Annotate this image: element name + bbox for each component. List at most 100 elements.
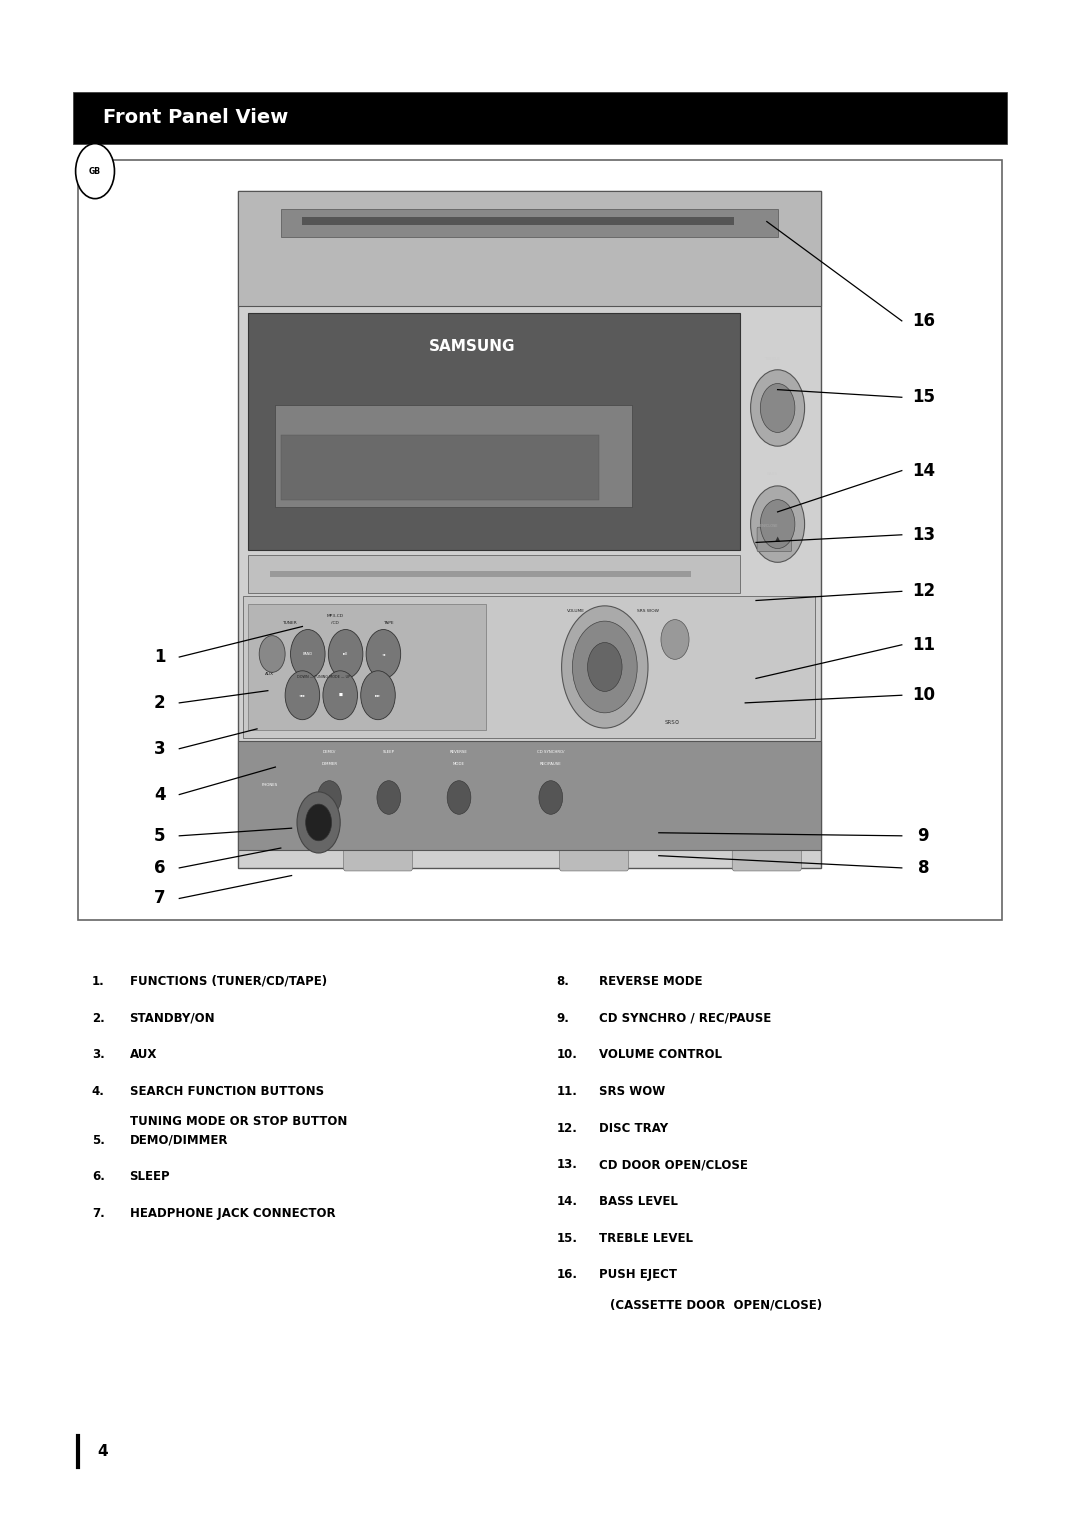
Text: 6: 6: [154, 859, 165, 877]
Text: 3: 3: [154, 740, 165, 758]
Circle shape: [377, 781, 401, 814]
Text: MODE: MODE: [453, 762, 465, 767]
Text: SLEEP: SLEEP: [382, 750, 395, 755]
Text: TREBLE: TREBLE: [765, 358, 780, 361]
Text: 10: 10: [912, 686, 935, 704]
Text: 5: 5: [154, 827, 165, 845]
FancyBboxPatch shape: [270, 571, 691, 578]
FancyBboxPatch shape: [248, 555, 740, 593]
Text: BASS LEVEL: BASS LEVEL: [599, 1195, 678, 1209]
Text: SRS WOW: SRS WOW: [599, 1085, 665, 1099]
Circle shape: [661, 620, 689, 660]
Text: ◄: ◄: [382, 652, 384, 656]
Text: BASS: BASS: [767, 472, 778, 475]
Text: DEMO/DIMMER: DEMO/DIMMER: [130, 1134, 228, 1148]
Text: DISC TRAY: DISC TRAY: [599, 1122, 669, 1135]
Text: REVERSE: REVERSE: [450, 750, 468, 755]
Text: 13.: 13.: [556, 1158, 577, 1172]
Text: 15.: 15.: [556, 1232, 577, 1245]
Text: 15: 15: [912, 388, 935, 406]
Circle shape: [562, 607, 648, 729]
Circle shape: [285, 671, 320, 720]
Text: 11: 11: [912, 636, 935, 654]
FancyBboxPatch shape: [248, 313, 740, 550]
Text: MP3-CD: MP3-CD: [326, 614, 343, 617]
Text: Front Panel View: Front Panel View: [103, 108, 288, 127]
Text: DOWN — TUNING MODE — UP: DOWN — TUNING MODE — UP: [297, 675, 350, 678]
Text: 12.: 12.: [556, 1122, 577, 1135]
FancyBboxPatch shape: [343, 847, 413, 871]
Text: ◄◄: ◄◄: [299, 694, 306, 697]
Text: (CASSETTE DOOR  OPEN/CLOSE): (CASSETTE DOOR OPEN/CLOSE): [610, 1299, 822, 1313]
Text: ▲: ▲: [775, 536, 780, 542]
Text: 14: 14: [912, 461, 935, 480]
Text: OPEN/CLOSE: OPEN/CLOSE: [756, 524, 778, 527]
Circle shape: [447, 781, 471, 814]
Text: 4: 4: [97, 1444, 108, 1459]
Text: CD SYNCHRO / REC/PAUSE: CD SYNCHRO / REC/PAUSE: [599, 1012, 771, 1025]
Text: 10.: 10.: [556, 1048, 577, 1062]
Text: REVERSE MODE: REVERSE MODE: [599, 975, 703, 989]
Text: VOLUME CONTROL: VOLUME CONTROL: [599, 1048, 723, 1062]
Text: TUNING MODE OR STOP BUTTON: TUNING MODE OR STOP BUTTON: [130, 1115, 347, 1129]
Text: FUNCTIONS (TUNER/CD/TAPE): FUNCTIONS (TUNER/CD/TAPE): [130, 975, 327, 989]
Text: TREBLE LEVEL: TREBLE LEVEL: [599, 1232, 693, 1245]
Circle shape: [751, 370, 805, 446]
Text: 7.: 7.: [92, 1207, 105, 1221]
FancyBboxPatch shape: [238, 741, 821, 850]
Text: 14.: 14.: [556, 1195, 577, 1209]
FancyBboxPatch shape: [275, 405, 632, 507]
Text: TAPE: TAPE: [383, 622, 394, 625]
Circle shape: [259, 636, 285, 672]
Text: 8.: 8.: [556, 975, 569, 989]
Text: 13: 13: [912, 526, 935, 544]
Circle shape: [361, 671, 395, 720]
Text: /CD: /CD: [330, 622, 339, 625]
Circle shape: [751, 486, 805, 562]
Circle shape: [760, 500, 795, 549]
Text: 7: 7: [154, 889, 165, 908]
Text: REC/PAUSE: REC/PAUSE: [540, 762, 562, 767]
FancyBboxPatch shape: [757, 527, 792, 552]
Text: ►►: ►►: [375, 694, 381, 697]
Circle shape: [366, 630, 401, 678]
FancyBboxPatch shape: [281, 209, 778, 237]
FancyBboxPatch shape: [248, 604, 486, 730]
Text: 6.: 6.: [92, 1170, 105, 1184]
Circle shape: [588, 642, 622, 691]
Text: 2: 2: [154, 694, 165, 712]
FancyBboxPatch shape: [238, 191, 821, 868]
Text: ■: ■: [338, 694, 342, 697]
Text: SAMSUNG: SAMSUNG: [429, 339, 516, 354]
Circle shape: [297, 792, 340, 853]
FancyBboxPatch shape: [238, 191, 821, 306]
Circle shape: [572, 620, 637, 712]
Text: 9.: 9.: [556, 1012, 569, 1025]
FancyBboxPatch shape: [73, 92, 1007, 144]
Circle shape: [539, 781, 563, 814]
Text: 12: 12: [912, 582, 935, 601]
Circle shape: [760, 384, 795, 432]
Text: SEARCH FUNCTION BUTTONS: SEARCH FUNCTION BUTTONS: [130, 1085, 324, 1099]
Text: PUSH EJECT: PUSH EJECT: [599, 1268, 677, 1282]
Text: SLEEP: SLEEP: [130, 1170, 171, 1184]
Text: 9: 9: [918, 827, 929, 845]
Text: HEADPHONE JACK CONNECTOR: HEADPHONE JACK CONNECTOR: [130, 1207, 335, 1221]
Text: STANDBY/ON: STANDBY/ON: [130, 1012, 215, 1025]
Text: SRS WOW: SRS WOW: [637, 610, 659, 613]
FancyBboxPatch shape: [281, 435, 599, 500]
Text: DIMMER: DIMMER: [322, 762, 337, 767]
Text: 4.: 4.: [92, 1085, 105, 1099]
Circle shape: [323, 671, 357, 720]
Text: 1: 1: [154, 648, 165, 666]
Text: 8: 8: [918, 859, 929, 877]
Circle shape: [306, 804, 332, 840]
Text: ►II: ►II: [343, 652, 348, 656]
Text: CD SYNCHRO/: CD SYNCHRO/: [537, 750, 565, 755]
Text: SRS⊙: SRS⊙: [664, 720, 679, 726]
Text: 16: 16: [912, 312, 935, 330]
Text: 4: 4: [154, 785, 165, 804]
Text: 11.: 11.: [556, 1085, 577, 1099]
FancyBboxPatch shape: [732, 847, 801, 871]
FancyBboxPatch shape: [78, 160, 1002, 920]
